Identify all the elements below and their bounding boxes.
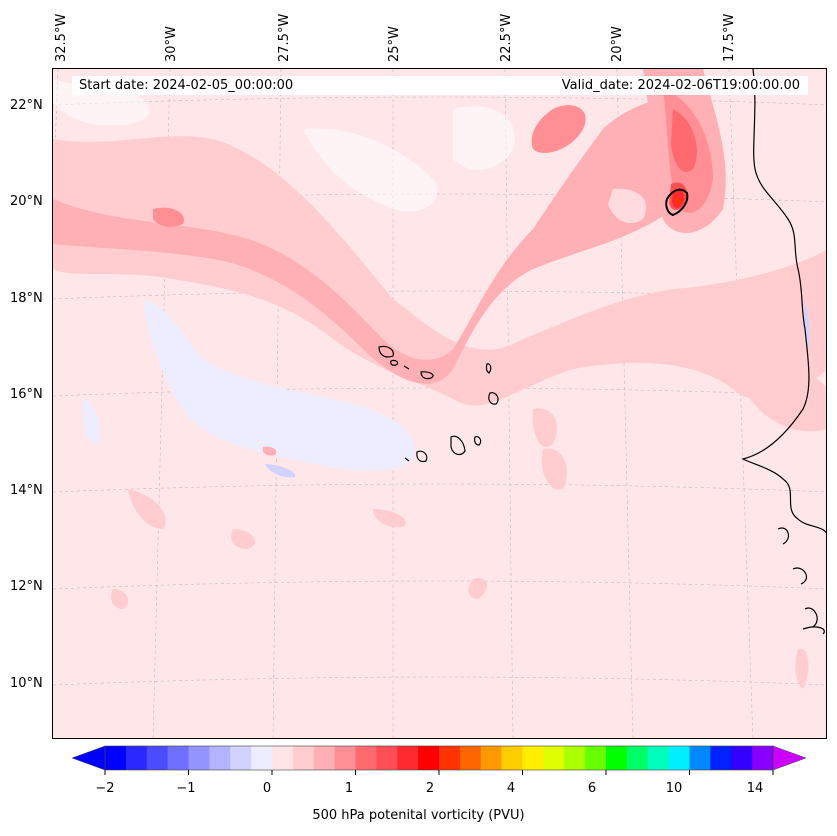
lon-label-32-5w: 32.5°W — [54, 13, 69, 62]
colorbar-segment — [188, 746, 210, 770]
map-panel — [52, 68, 827, 739]
colorbar-segment — [209, 746, 231, 770]
colorbar-segment — [146, 746, 169, 770]
valid-date-label: Valid_date: 2024-02-06T19:00:00.00 — [561, 78, 800, 93]
lat-label-18n: 18°N — [10, 291, 43, 306]
date-header-strip — [72, 76, 808, 95]
colorbar-segment — [125, 746, 148, 770]
colorbar-segment — [606, 746, 628, 770]
lon-label-20w: 20°W — [610, 26, 625, 62]
colorbar-max-extend — [772, 745, 807, 771]
colorbar-segments — [105, 746, 774, 770]
lon-label-17-5w: 17.5°W — [722, 13, 737, 62]
lat-label-10n: 10°N — [10, 676, 43, 691]
colorbar-segment — [418, 746, 440, 770]
start-date-label: Start date: 2024-02-05_00:00:00 — [79, 78, 294, 93]
coastlines — [378, 69, 826, 635]
colorbar-segment — [543, 746, 565, 770]
lon-label-30w: 30°W — [164, 26, 179, 62]
colorbar-segment — [167, 746, 189, 770]
colorbar-segment — [313, 746, 336, 770]
colorbar-segment — [501, 746, 523, 770]
colorbar-segment — [647, 746, 670, 770]
cb-tick-10: 10 — [665, 781, 683, 796]
lat-label-22n: 22°N — [10, 98, 43, 113]
pv-contour-map — [53, 69, 826, 738]
colorbar-segment — [334, 746, 356, 770]
colorbar-segment — [689, 746, 711, 770]
colorbar — [71, 745, 807, 775]
colorbar-segment — [752, 746, 774, 770]
graticule — [53, 69, 826, 738]
colorbar-tickmarks — [104, 770, 774, 775]
cb-tick-0: 0 — [262, 781, 272, 796]
lat-label-20n: 20°N — [10, 194, 43, 209]
cb-tick-minus1: −1 — [176, 781, 196, 796]
lon-label-25w: 25°W — [387, 26, 402, 62]
colorbar-segment — [480, 746, 503, 770]
cb-tick-6: 6 — [587, 781, 597, 796]
colorbar-title: 500 hPa potenital vorticity (PVU) — [312, 808, 525, 823]
colorbar-min-extend — [71, 745, 106, 771]
cb-tick-2: 2 — [425, 781, 435, 796]
lon-label-27-5w: 27.5°W — [277, 13, 292, 62]
lat-label-14n: 14°N — [10, 483, 43, 498]
cb-tick-4: 4 — [506, 781, 516, 796]
colorbar-segment — [292, 746, 315, 770]
cb-tick-1: 1 — [344, 781, 354, 796]
colorbar-segment — [251, 746, 273, 770]
colorbar-segment — [522, 746, 544, 770]
lat-label-16n: 16°N — [10, 387, 43, 402]
colorbar-segment — [585, 746, 607, 770]
colorbar-segment — [710, 746, 732, 770]
colorbar-segment — [564, 746, 586, 770]
lon-label-22-5w: 22.5°W — [499, 13, 514, 62]
colorbar-segment — [459, 746, 482, 770]
colorbar-segment — [439, 746, 461, 770]
cb-tick-minus2: −2 — [95, 781, 115, 796]
cb-tick-14: 14 — [746, 781, 764, 796]
colorbar-segment — [731, 746, 753, 770]
colorbar-segment — [397, 746, 419, 770]
colorbar-segment — [230, 746, 252, 770]
lat-label-12n: 12°N — [10, 579, 43, 594]
colorbar-segment — [355, 746, 377, 770]
pv-filled-contours — [53, 69, 826, 689]
colorbar-segment — [376, 746, 398, 770]
colorbar-segment — [626, 746, 649, 770]
colorbar-segment — [272, 746, 294, 770]
colorbar-segment — [105, 746, 127, 770]
colorbar-segment — [668, 746, 690, 770]
